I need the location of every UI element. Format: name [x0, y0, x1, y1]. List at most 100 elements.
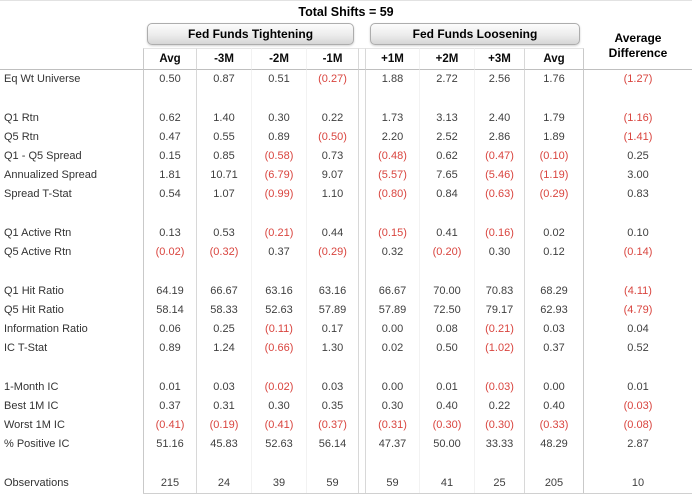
gap-cell	[0, 358, 143, 378]
col-header-plus-1m: +1M	[366, 48, 420, 70]
value-cell: 0.55	[197, 128, 252, 147]
value-cell: 0.87	[197, 70, 252, 89]
row-label: Observations	[4, 477, 69, 489]
value-cell: 0.85	[197, 147, 252, 166]
value-cell: 0.44	[321, 227, 344, 239]
group-divider	[358, 320, 366, 339]
value-cell: 48.29	[525, 435, 584, 454]
col-header-minus-3m: -3M	[197, 48, 252, 70]
value-cell: 0.02	[525, 224, 584, 243]
value-cell: 0.32	[366, 243, 420, 262]
value-cell: 57.89	[366, 301, 420, 320]
value-cell: 0.03	[197, 378, 252, 397]
value-cell: 0.73	[321, 150, 344, 162]
gap-cell	[252, 89, 307, 109]
value-cell: 0.40	[420, 397, 475, 416]
gap-cell	[475, 89, 525, 109]
group-divider	[358, 109, 366, 128]
gap-cell	[366, 89, 420, 109]
row-label: Best 1M IC	[4, 400, 59, 412]
value-cell: (0.41)	[252, 416, 307, 435]
value-cell: 0.10	[627, 227, 649, 239]
value-cell: 50.00	[420, 435, 475, 454]
gap-cell	[584, 358, 692, 378]
value-cell: 0.37	[143, 397, 197, 416]
gap-cell	[420, 454, 475, 474]
section-gap-row	[0, 454, 692, 474]
value-cell: 0.30	[366, 397, 420, 416]
value-cell: 2.40	[475, 109, 525, 128]
value-cell: 1.10	[321, 188, 344, 200]
gap-cell	[420, 358, 475, 378]
section-gap-row	[0, 262, 692, 282]
value-cell: 51.16	[143, 435, 197, 454]
col-header-plus-2m: +2M	[420, 48, 475, 70]
row-label: Eq Wt Universe	[4, 73, 81, 85]
value-cell: 39	[252, 474, 307, 493]
value-cell: 0.30	[252, 397, 307, 416]
value-cell: 45.83	[197, 435, 252, 454]
value-cell: 1.30	[321, 342, 344, 354]
value-cell: 2.52	[420, 128, 475, 147]
group-divider	[358, 48, 366, 70]
section-gap-row	[0, 89, 692, 109]
row-label: Q5 Hit Ratio	[4, 304, 64, 316]
gap-cell	[307, 89, 358, 109]
value-cell: 7.65	[420, 166, 475, 185]
value-cell: 0.30	[252, 109, 307, 128]
gap-cell	[525, 89, 584, 109]
value-cell: 2.72	[420, 70, 475, 89]
group-header-fed-funds-loosening: Fed Funds Loosening	[370, 23, 580, 45]
gap-cell	[420, 204, 475, 224]
value-cell: 57.89	[318, 304, 347, 316]
value-cell: (0.99)	[252, 185, 307, 204]
table-row: 1-Month IC 0.01 0.03 (0.02) 0.03 0.00 0.…	[0, 378, 692, 397]
value-cell: (0.63)	[475, 185, 525, 204]
bottom-border-line	[143, 493, 692, 494]
gap-cell	[307, 358, 358, 378]
group-divider	[358, 224, 366, 243]
gap-cell	[525, 204, 584, 224]
gap-cell	[252, 204, 307, 224]
col-header-avg-tightening: Avg	[143, 48, 197, 70]
row-label: Information Ratio	[4, 323, 88, 335]
value-cell: 41	[420, 474, 475, 493]
value-cell: 0.08	[420, 320, 475, 339]
value-cell: 0.22	[475, 397, 525, 416]
value-cell: 0.15	[143, 147, 197, 166]
table-row: % Positive IC 51.16 45.83 52.63 56.14 47…	[0, 435, 692, 454]
col-header-average-difference: Average Difference	[584, 22, 692, 70]
average-difference-line2: Difference	[608, 45, 668, 60]
gap-cell	[366, 262, 420, 282]
value-cell: (0.15)	[366, 224, 420, 243]
table-row: Eq Wt Universe 0.50 0.87 0.51 (0.27) 1.8…	[0, 70, 692, 89]
table-row: Q1 Rtn 0.62 1.40 0.30 0.22 1.73 3.13 2.4…	[0, 109, 692, 128]
value-cell: 0.50	[143, 70, 197, 89]
value-cell: 33.33	[475, 435, 525, 454]
gap-cell	[366, 204, 420, 224]
value-cell: 2.86	[475, 128, 525, 147]
row-label: Q1 Hit Ratio	[4, 285, 64, 297]
gap-cell	[0, 204, 143, 224]
value-cell: 63.16	[318, 285, 347, 297]
value-cell: 0.01	[420, 378, 475, 397]
table-row: Observations 215 24 39 59 59 41 25 205 1…	[0, 474, 692, 493]
row-label: Annualized Spread	[4, 169, 97, 181]
row-label: Q1 - Q5 Spread	[4, 150, 82, 162]
gap-cell	[143, 89, 197, 109]
bottom-border-spacer	[0, 493, 143, 494]
group-header-loosening-label: Fed Funds Loosening	[412, 27, 538, 41]
gap-cell	[252, 358, 307, 378]
group-divider	[358, 147, 366, 166]
value-cell: (0.37)	[318, 419, 347, 431]
gap-cell	[420, 262, 475, 282]
gap-cell	[0, 454, 143, 474]
value-cell: (0.19)	[197, 416, 252, 435]
value-cell: 3.13	[420, 109, 475, 128]
table-body: Eq Wt Universe 0.50 0.87 0.51 (0.27) 1.8…	[0, 70, 692, 493]
value-cell: 64.19	[143, 282, 197, 301]
value-cell: 66.67	[366, 282, 420, 301]
gap-cell	[143, 204, 197, 224]
group-divider	[358, 358, 366, 378]
